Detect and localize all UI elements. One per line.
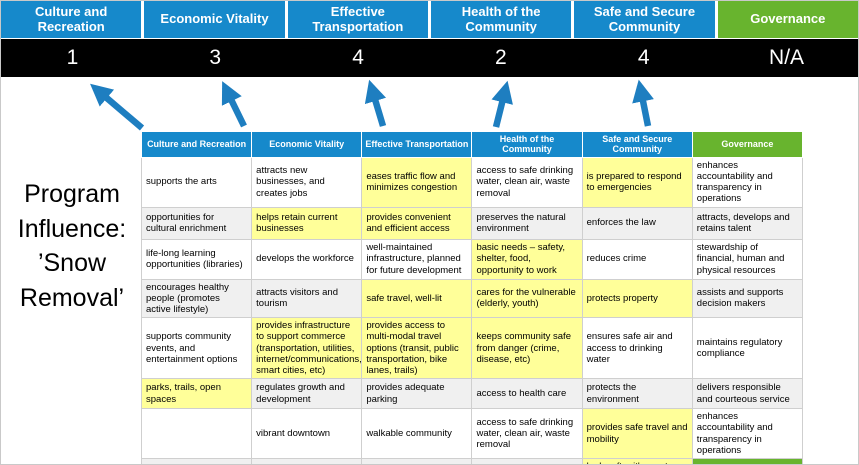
matrix-cell (140, 457, 253, 464)
scoreboard-header-1: Economic Vitality (144, 1, 285, 38)
matrix-column-header-1: Economic Vitality (251, 131, 363, 158)
matrix-cell: helps retain current businesses (251, 206, 363, 240)
matrix-cell: opportunities for cultural enrichment (140, 206, 253, 240)
matrix-header-row: Culture and Recreation Economic Vitality E… (140, 131, 804, 158)
score-value-2: 4 (352, 46, 364, 69)
matrix-cell: supports the arts (140, 156, 253, 208)
matrix-cell: preserves the natural environment (471, 206, 583, 240)
matrix-column-header-2: Effective Transportation (361, 131, 473, 158)
up-arrow-icon (221, 81, 247, 128)
matrix-cell (361, 457, 473, 464)
matrix-cell: provides access to multi-modal travel op… (361, 317, 473, 380)
program-influence-title: Program Influence: ’Snow Removal’ (17, 180, 127, 312)
matrix-cell: life-long learning opportunities (librar… (140, 238, 253, 280)
matrix-cell: assists and supports decision makers (691, 278, 804, 319)
matrix-cell: stewardship of financial, human and phys… (691, 238, 804, 280)
matrix-column-header-0: Culture and Recreation (140, 131, 253, 158)
matrix-cell: protects property (581, 278, 693, 319)
matrix-column-header-5: Governance (691, 131, 804, 158)
matrix-cell: access to safe drinking water, clean air… (471, 156, 583, 208)
matrix-cell: provides adequate parking (361, 378, 473, 410)
up-arrow-icon (632, 79, 654, 127)
influence-matrix: Culture and Recreation Economic Vitality E… (140, 131, 804, 464)
matrix-cell: well-maintained infrastructure, planned … (361, 238, 473, 280)
matrix-cell: is prepared to respond to emergencies (581, 156, 693, 208)
matrix-column-header-4: Safe and Secure Community (581, 131, 693, 158)
matrix-cell: enhances accountability and transparency… (691, 408, 804, 459)
table-row: opportunities for cultural enrichment hel… (140, 206, 804, 240)
matrix-cell: parks, trails, open spaces (140, 378, 253, 410)
scoreboard-header-4: Safe and Secure Community (574, 1, 715, 38)
score-value-1: 3 (209, 46, 222, 69)
up-arrow-icon (364, 79, 387, 127)
scoreboard-header-2: Effective Transportation (287, 1, 428, 38)
matrix-body: supports the arts attracts new businesses… (140, 156, 804, 464)
matrix-cell: regulates growth and development (251, 378, 363, 410)
matrix-cell: attracts visitors and tourism (251, 278, 363, 319)
table-row: vibrant downtown walkable community access… (140, 408, 804, 459)
matrix-cell: access to health care (471, 378, 583, 410)
matrix-cell: delivers responsible and courteous servi… (691, 378, 804, 410)
matrix-cell (140, 408, 253, 459)
matrix-cell: attracts, develops and retains talent (691, 206, 804, 240)
matrix-cell: cares for the vulnerable (elderly, youth… (471, 278, 583, 319)
matrix-cell: enhances accountability and transparency… (691, 156, 804, 208)
matrix-cell: walkable community (361, 408, 473, 459)
table-row: encourages healthy people (promotes acti… (140, 278, 804, 319)
up-arrow-icon (90, 83, 145, 131)
matrix-cell: looks after it's most vulnerable (581, 457, 693, 464)
matrix-cell: eases traffic flow and minimizes congest… (361, 156, 473, 208)
matrix-cell: reduces crime (581, 238, 693, 280)
matrix-cell: safe travel, well-lit (361, 278, 473, 319)
matrix-cell (691, 457, 804, 464)
score-band: 1 3 4 2 4 N/A (1, 39, 858, 77)
matrix-cell (471, 457, 583, 464)
table-row: supports community events, and entertain… (140, 317, 804, 380)
matrix-cell: vibrant downtown (251, 408, 363, 459)
matrix-cell: maintains regulatory compliance (691, 317, 804, 380)
matrix-column-header-3: Health of the Community (471, 131, 583, 158)
matrix-cell: ensures safe air and access to drinking … (581, 317, 693, 380)
scoreboard-header-row: Culture and Recreation Economic Vitality E… (1, 1, 858, 38)
table-row: life-long learning opportunities (librar… (140, 238, 804, 280)
scoreboard-header-5: Governance (717, 1, 858, 38)
score-value-4: 4 (637, 46, 650, 69)
up-arrow-icon (491, 80, 513, 128)
score-value-5: N/A (769, 46, 805, 69)
table-row: supports the arts attracts new businesses… (140, 156, 804, 208)
matrix-cell: provides safe travel and mobility (581, 408, 693, 459)
matrix-cell: protects the environment (581, 378, 693, 410)
matrix-cell: keeps community safe from danger (crime,… (471, 317, 583, 380)
score-value-0: 1 (66, 46, 79, 69)
scoreboard-header-0: Culture and Recreation (1, 1, 142, 38)
score-value-3: 2 (495, 46, 507, 69)
matrix-cell: provides convenient and efficient access (361, 206, 473, 240)
matrix-cell: supports community events, and entertain… (140, 317, 253, 380)
table-row: looks after it's most vulnerable (140, 457, 804, 464)
matrix-cell: access to safe drinking water, clean air… (471, 408, 583, 459)
matrix-cell: basic needs – safety, shelter, food, opp… (471, 238, 583, 280)
matrix-cell: develops the workforce (251, 238, 363, 280)
matrix-cell: attracts new businesses, and creates job… (251, 156, 363, 208)
matrix-cell: enforces the law (581, 206, 693, 240)
matrix-cell: encourages healthy people (promotes acti… (140, 278, 253, 319)
scoreboard-header-3: Health of the Community (430, 1, 572, 38)
influence-arrows (90, 79, 654, 131)
matrix-cell: provides infrastructure to support comme… (251, 317, 363, 380)
table-row: parks, trails, open spaces regulates grow… (140, 378, 804, 410)
matrix-cell (251, 457, 363, 464)
